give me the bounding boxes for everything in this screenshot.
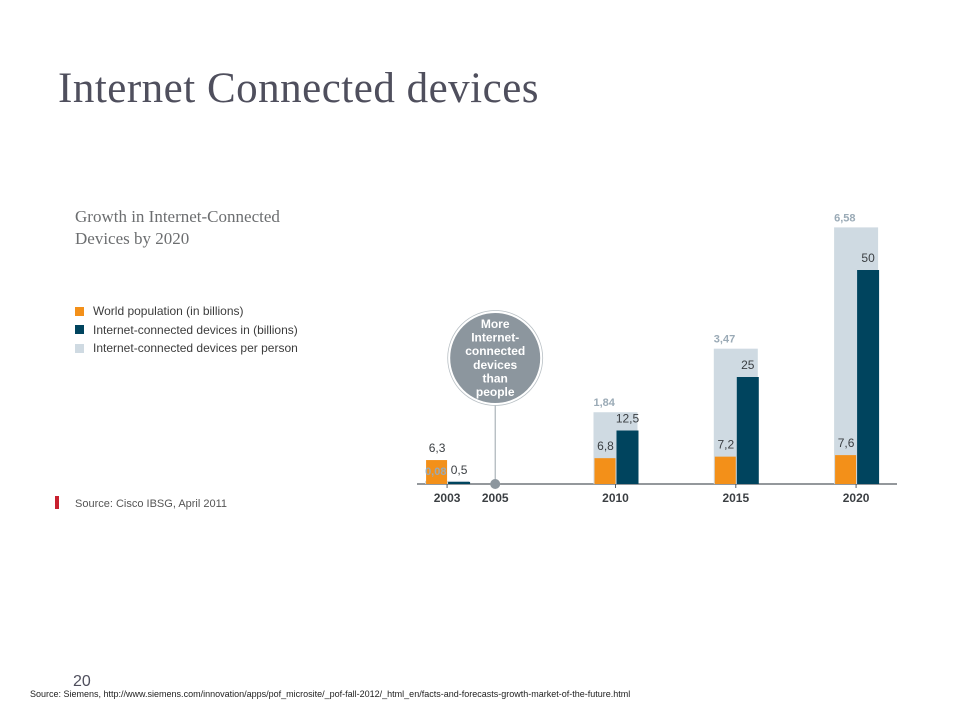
- chart-legend: World population (in billions) Internet-…: [75, 302, 298, 358]
- x-tick-label-2005: 2005: [482, 491, 509, 505]
- legend-swatch-devices: [75, 325, 84, 335]
- bar-devices-2010: [616, 430, 639, 484]
- source-marker: [55, 496, 59, 509]
- legend-label-per-person: Internet-connected devices per person: [93, 341, 298, 356]
- label-per-person-2015: 3,47: [714, 334, 735, 346]
- bar-population-2003: [426, 460, 448, 484]
- page-number: 20: [73, 673, 91, 690]
- legend-item-per-person: Internet-connected devices per person: [75, 339, 298, 358]
- label-population-2020: 7,6: [838, 436, 855, 450]
- legend-swatch-population: [75, 306, 84, 316]
- chart-source: Source: Cisco IBSG, April 2011: [75, 498, 228, 510]
- bar-devices-2020: [857, 270, 880, 484]
- label-devices-2003: 0,5: [451, 463, 468, 477]
- label-population-2003: 6,3: [429, 441, 446, 455]
- legend-item-population: World population (in billions): [75, 302, 298, 321]
- chart-title: Growth in Internet-Connected Devices by …: [75, 206, 375, 250]
- annotation-text-line-3: connected: [465, 344, 525, 358]
- annotation-dot: [490, 479, 501, 489]
- label-per-person-2010: 1,84: [593, 397, 615, 409]
- annotation-text-line-5: than: [483, 371, 508, 385]
- annotation-circle: [448, 311, 543, 405]
- label-population-2015: 7,2: [717, 438, 734, 452]
- slide-title: Internet Connected devices: [58, 65, 540, 112]
- chart-title-line-2: Devices by 2020: [75, 229, 190, 248]
- bar-devices-2003: [448, 481, 471, 484]
- label-per-person-2003: 0,08: [425, 466, 446, 478]
- label-per-person-2020: 6,58: [834, 212, 855, 224]
- legend-swatch-per-person: [75, 343, 84, 353]
- chart-title-line-1: Growth in Internet-Connected: [75, 207, 280, 226]
- bar-population-2010: [594, 458, 616, 484]
- label-devices-2010: 12,5: [616, 412, 640, 426]
- annotation-text-line-6: people: [476, 385, 515, 399]
- annotation-text-line-1: More: [481, 317, 510, 331]
- label-population-2010: 6,8: [597, 439, 614, 453]
- bar-devices-2015: [736, 377, 759, 484]
- label-devices-2020: 50: [861, 251, 875, 265]
- legend-label-devices: Internet-connected devices in (billions): [93, 322, 298, 337]
- bar-population-2015: [714, 456, 736, 484]
- x-tick-label-2015: 2015: [722, 491, 749, 505]
- legend-label-population: World population (in billions): [93, 304, 244, 319]
- x-tick-label-2020: 2020: [843, 491, 870, 505]
- bar-population-2020: [835, 455, 857, 484]
- label-devices-2015: 25: [741, 358, 755, 372]
- annotation-text-line-2: Internet-: [471, 331, 519, 345]
- x-tick-label-2010: 2010: [602, 491, 629, 505]
- x-tick-label-2003: 2003: [434, 491, 461, 505]
- legend-item-devices: Internet-connected devices in (billions): [75, 321, 298, 340]
- footer-source: Source: Siemens, http://www.siemens.com/…: [30, 689, 631, 699]
- annotation-circle-outline: [447, 310, 544, 406]
- annotation-text-line-4: devices: [473, 358, 517, 372]
